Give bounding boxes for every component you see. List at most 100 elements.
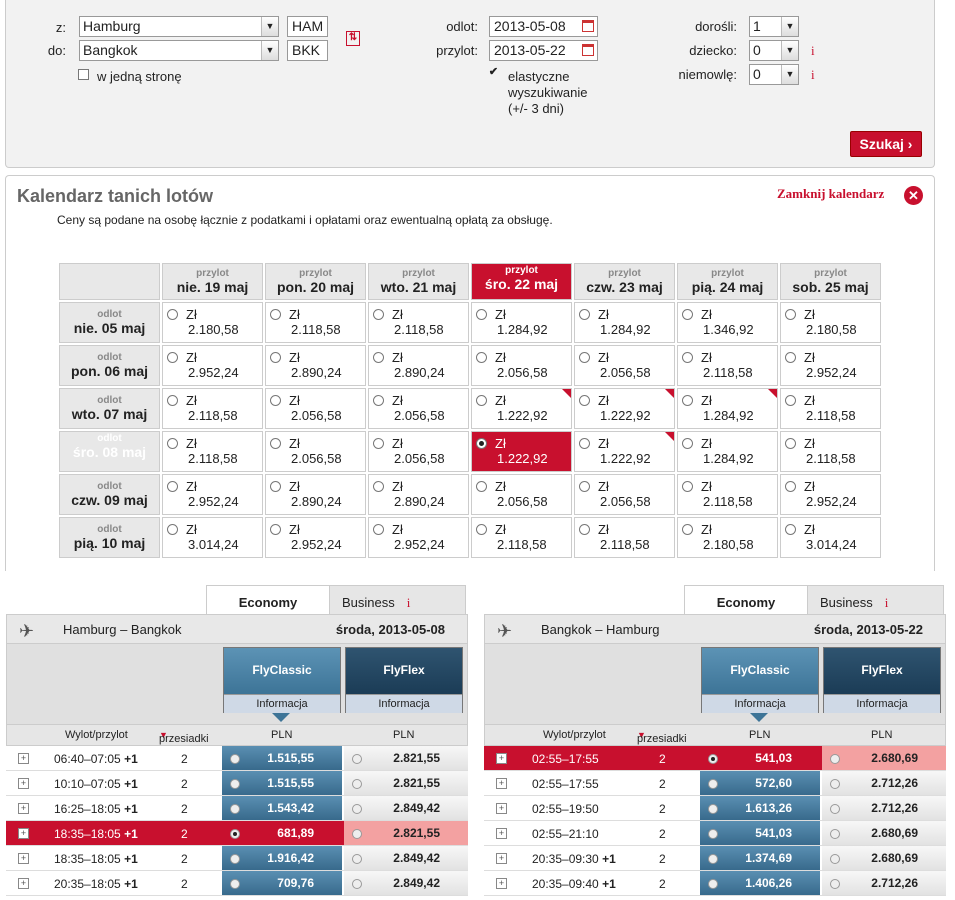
sort-down-icon[interactable]: ▼ <box>637 730 646 740</box>
flexible-checkbox[interactable]: ✔ <box>488 66 499 78</box>
depart-date-header[interactable]: odlot nie. 05 maj <box>59 302 160 343</box>
fare-radio[interactable] <box>167 438 178 449</box>
search-button[interactable]: Szukaj › <box>850 131 922 157</box>
col-stops[interactable]: przesiadki ▼ <box>159 730 209 745</box>
fare-radio[interactable] <box>785 352 796 363</box>
depart-date-header[interactable]: odlot pią. 10 maj <box>59 517 160 558</box>
expand-icon[interactable]: + <box>496 878 507 889</box>
expand-icon[interactable]: + <box>496 828 507 839</box>
fare-radio[interactable] <box>167 352 178 363</box>
return-date-header[interactable]: przylot sob. 25 maj <box>780 263 881 300</box>
fare-radio[interactable] <box>830 804 840 814</box>
flight-row[interactable]: +02:55–21:10 2 541,03 2.680,69 <box>484 821 946 846</box>
expand-icon[interactable]: + <box>496 778 507 789</box>
fare-radio[interactable] <box>270 438 281 449</box>
fare-radio[interactable] <box>682 309 693 320</box>
fare-radio[interactable] <box>708 804 718 814</box>
calendar-fare-cell[interactable]: Zł 2.118,58 <box>265 302 366 343</box>
fare-info-link[interactable]: Informacja <box>824 694 940 713</box>
expand-icon[interactable]: + <box>18 853 29 864</box>
flyclassic-price-cell[interactable]: 681,89 <box>222 821 342 845</box>
from-code-field[interactable]: HAM <box>287 16 328 37</box>
calendar-fare-cell[interactable]: Zł 2.056,58 <box>368 431 469 472</box>
calendar-fare-cell[interactable]: Zł 2.890,24 <box>368 345 469 386</box>
infants-select[interactable]: 0 ▼ <box>749 64 799 85</box>
calendar-fare-cell[interactable]: Zł 2.118,58 <box>368 302 469 343</box>
calendar-fare-cell[interactable]: Zł 1.222,92 <box>471 388 572 429</box>
fare-radio[interactable] <box>476 438 487 449</box>
fare-radio[interactable] <box>708 829 718 839</box>
fare-radio[interactable] <box>682 481 693 492</box>
fare-radio[interactable] <box>230 854 240 864</box>
flyflex-price-cell[interactable]: 2.849,42 <box>344 796 468 820</box>
fare-radio[interactable] <box>352 829 362 839</box>
fare-radio[interactable] <box>270 524 281 535</box>
fare-radio[interactable] <box>830 879 840 889</box>
depart-date-header[interactable]: odlot czw. 09 maj <box>59 474 160 515</box>
fare-radio[interactable] <box>830 779 840 789</box>
flyflex-price-cell[interactable]: 2.712,26 <box>822 871 946 895</box>
calendar-fare-cell[interactable]: Zł 2.952,24 <box>368 517 469 558</box>
fare-radio[interactable] <box>785 395 796 406</box>
fare-radio[interactable] <box>476 309 487 320</box>
fare-radio[interactable] <box>373 481 384 492</box>
return-date-header[interactable]: przylot czw. 23 maj <box>574 263 675 300</box>
fare-radio[interactable] <box>785 309 796 320</box>
fare-radio[interactable] <box>352 879 362 889</box>
flight-row[interactable]: +18:35–18:05 +1 2 681,89 2.821,55 <box>6 821 468 846</box>
fare-radio[interactable] <box>830 854 840 864</box>
children-info-icon[interactable]: i <box>811 43 815 58</box>
flyclassic-price-cell[interactable]: 541,03 <box>700 746 820 770</box>
calendar-fare-cell[interactable]: Zł 1.222,92 <box>471 431 572 472</box>
calendar-fare-cell[interactable]: Zł 2.118,58 <box>162 431 263 472</box>
return-date-header[interactable]: przylot pią. 24 maj <box>677 263 778 300</box>
fare-radio[interactable] <box>682 524 693 535</box>
sort-down-icon[interactable]: ▼ <box>159 730 168 740</box>
children-select[interactable]: 0 ▼ <box>749 40 799 61</box>
adults-select[interactable]: 1 ▼ <box>749 16 799 37</box>
calendar-fare-cell[interactable]: Zł 1.284,92 <box>677 431 778 472</box>
flight-row[interactable]: +10:10–07:05 +1 2 1.515,55 2.821,55 <box>6 771 468 796</box>
calendar-fare-cell[interactable]: Zł 2.056,58 <box>265 388 366 429</box>
calendar-fare-cell[interactable]: Zł 2.056,58 <box>471 474 572 515</box>
flyclassic-price-cell[interactable]: 1.916,42 <box>222 846 342 870</box>
flyflex-price-cell[interactable]: 2.821,55 <box>344 771 468 795</box>
flyclassic-price-cell[interactable]: 1.515,55 <box>222 771 342 795</box>
calendar-fare-cell[interactable]: Zł 2.890,24 <box>265 474 366 515</box>
calendar-fare-cell[interactable]: Zł 1.284,92 <box>471 302 572 343</box>
flyclassic-price-cell[interactable]: 709,76 <box>222 871 342 895</box>
calendar-icon[interactable] <box>582 44 594 56</box>
flyflex-price-cell[interactable]: 2.821,55 <box>344 821 468 845</box>
business-info-icon[interactable]: i <box>884 595 889 610</box>
flyclassic-price-cell[interactable]: 1.374,69 <box>700 846 820 870</box>
flight-row[interactable]: +06:40–07:05 +1 2 1.515,55 2.821,55 <box>6 746 468 771</box>
fare-radio[interactable] <box>373 524 384 535</box>
flyflex-price-cell[interactable]: 2.680,69 <box>822 846 946 870</box>
calendar-fare-cell[interactable]: Zł 2.952,24 <box>780 474 881 515</box>
fare-radio[interactable] <box>167 481 178 492</box>
calendar-fare-cell[interactable]: Zł 2.056,58 <box>368 388 469 429</box>
depart-date-field[interactable]: 2013-05-08 <box>489 16 598 37</box>
calendar-fare-cell[interactable]: Zł 2.056,58 <box>574 345 675 386</box>
calendar-fare-cell[interactable]: Zł 2.952,24 <box>162 474 263 515</box>
calendar-fare-cell[interactable]: Zł 2.952,24 <box>162 345 263 386</box>
flyclassic-price-cell[interactable]: 1.406,26 <box>700 871 820 895</box>
fare-radio[interactable] <box>270 352 281 363</box>
fare-radio[interactable] <box>682 395 693 406</box>
flight-row[interactable]: +20:35–18:05 +1 2 709,76 2.849,42 <box>6 871 468 896</box>
fare-radio[interactable] <box>682 438 693 449</box>
calendar-fare-cell[interactable]: Zł 1.284,92 <box>574 302 675 343</box>
calendar-fare-cell[interactable]: Zł 2.118,58 <box>780 431 881 472</box>
calendar-fare-cell[interactable]: Zł 2.056,58 <box>265 431 366 472</box>
expand-icon[interactable]: + <box>18 803 29 814</box>
calendar-fare-cell[interactable]: Zł 2.180,58 <box>677 517 778 558</box>
fare-info-link[interactable]: Informacja <box>346 694 462 713</box>
calendar-fare-cell[interactable]: Zł 2.890,24 <box>368 474 469 515</box>
fare-radio[interactable] <box>708 854 718 864</box>
flyflex-price-cell[interactable]: 2.712,26 <box>822 771 946 795</box>
calendar-fare-cell[interactable]: Zł 2.180,58 <box>162 302 263 343</box>
fare-radio[interactable] <box>579 481 590 492</box>
fare-flyflex[interactable]: FlyFlex Informacja <box>823 647 941 713</box>
fare-radio[interactable] <box>230 754 240 764</box>
fare-radio[interactable] <box>373 395 384 406</box>
